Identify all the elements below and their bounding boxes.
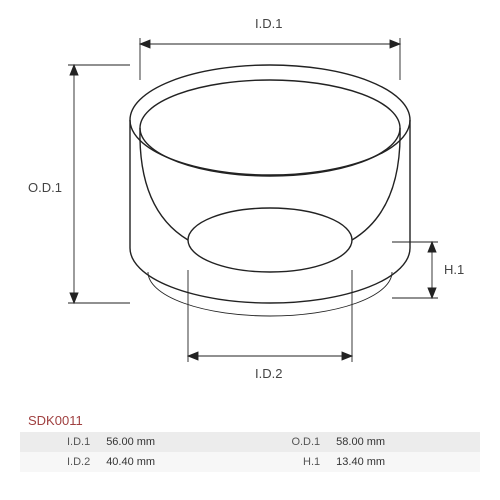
dim-val: 58.00 mm [328, 432, 480, 452]
label-id2: I.D.2 [255, 366, 282, 381]
dim-val: 13.40 mm [328, 452, 480, 472]
dim-key: I.D.2 [20, 452, 98, 472]
diagram-area: O.D.1 I.D.1 I.D.2 H.1 [20, 10, 480, 410]
dim-key: H.1 [250, 452, 328, 472]
dim-val: 40.40 mm [98, 452, 250, 472]
label-id1: I.D.1 [255, 16, 282, 31]
table-row: I.D.2 40.40 mm H.1 13.40 mm [20, 452, 480, 472]
label-h1: H.1 [444, 262, 464, 277]
part-drawing [20, 10, 480, 410]
table-row: I.D.1 56.00 mm O.D.1 58.00 mm [20, 432, 480, 452]
dim-val: 56.00 mm [98, 432, 250, 452]
label-od1: O.D.1 [28, 180, 62, 195]
dim-key: O.D.1 [250, 432, 328, 452]
dim-key: I.D.1 [20, 432, 98, 452]
part-number: SDK0011 [28, 413, 83, 428]
dimensions-table-area: I.D.1 56.00 mm O.D.1 58.00 mm I.D.2 40.4… [20, 432, 480, 472]
dimensions-table: I.D.1 56.00 mm O.D.1 58.00 mm I.D.2 40.4… [20, 432, 480, 472]
